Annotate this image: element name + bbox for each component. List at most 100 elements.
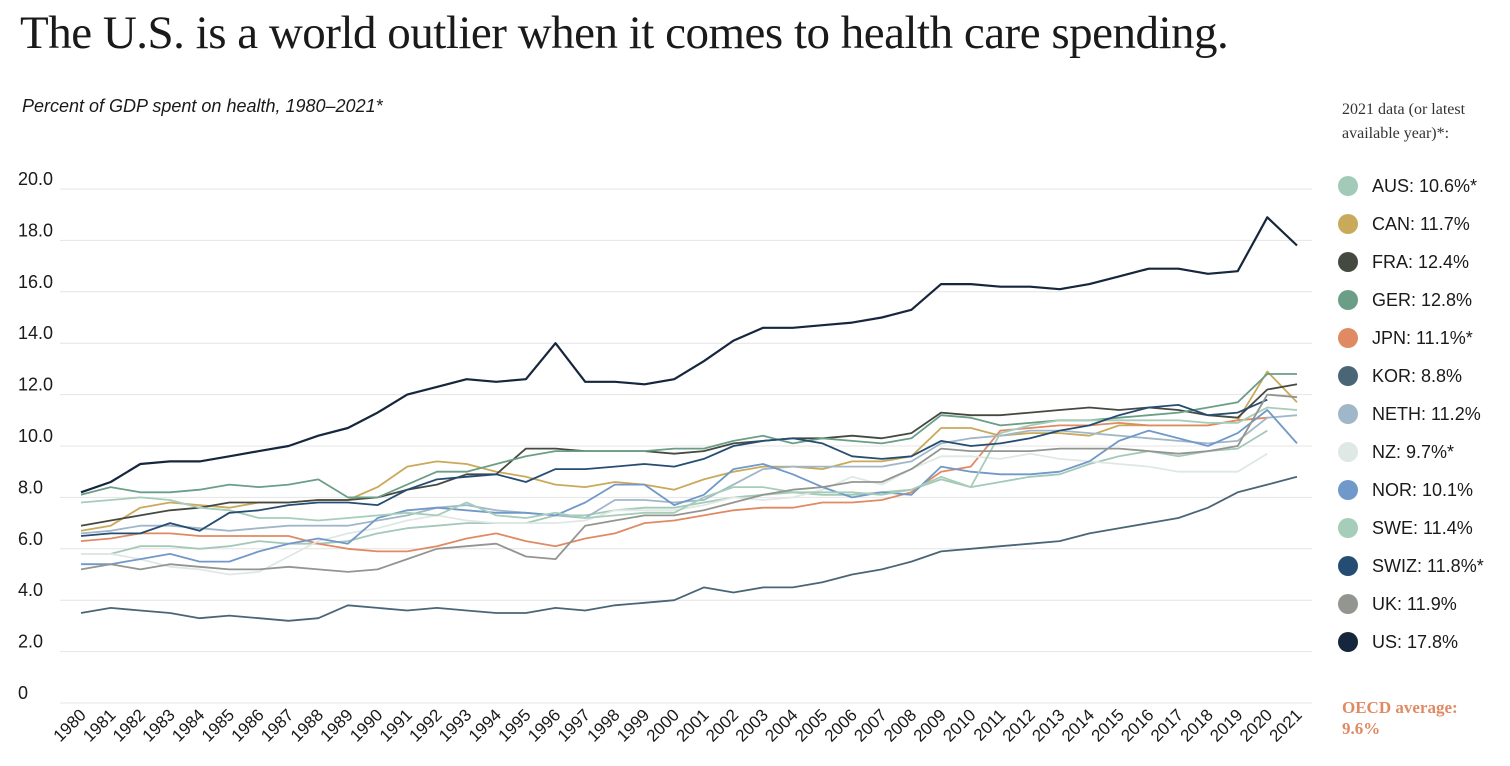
legend-item-can: CAN: 11.7% (1338, 205, 1484, 243)
legend-label: AUS: 10.6%* (1372, 175, 1478, 196)
legend-swatch (1338, 176, 1358, 196)
legend-item-fra: FRA: 12.4% (1338, 243, 1484, 281)
y-axis-tick-labels: 0 2.0 4.0 6.0 8.0 10.0 12.0 14.0 16.0 18.0 20.0 (18, 169, 53, 703)
legend-label: GER: 12.8% (1372, 289, 1473, 310)
legend-item-jpn: JPN: 11.1%* (1338, 319, 1484, 357)
legend-label: SWE: 11.4% (1372, 517, 1473, 538)
legend-swatch (1338, 442, 1358, 462)
legend-label: US: 17.8% (1372, 631, 1459, 652)
legend-swatch (1338, 252, 1358, 272)
legend-item-swiz: SWIZ: 11.8%* (1338, 547, 1484, 585)
y-tick-label: 16.0 (18, 272, 53, 292)
x-tick-label: 1996 (524, 705, 564, 745)
legend-swatch (1338, 214, 1358, 234)
y-tick-label: 12.0 (18, 375, 53, 395)
x-tick-label: 2012 (999, 705, 1039, 745)
legend-label: SWIZ: 11.8%* (1372, 555, 1484, 576)
x-tick-label: 2010 (939, 705, 979, 745)
x-tick-label: 2000 (643, 705, 683, 745)
y-tick-label: 8.0 (18, 477, 43, 497)
series-line-uk (80, 393, 1298, 573)
line-chart: 0 2.0 4.0 6.0 8.0 10.0 12.0 14.0 16.0 18.0 20.0 19… (18, 169, 1312, 746)
legend-swatch (1338, 290, 1358, 310)
legend-swatch (1338, 556, 1358, 576)
x-tick-label: 1997 (554, 705, 594, 745)
x-tick-label: 1994 (465, 705, 505, 745)
x-tick-label: 1980 (50, 705, 90, 745)
x-tick-label: 2009 (910, 705, 950, 745)
legend-swatch (1338, 518, 1358, 538)
x-tick-label: 1999 (613, 705, 653, 745)
x-tick-label: 2021 (1266, 705, 1306, 745)
legend-header: 2021 data (or latest available year)*: (1342, 101, 1466, 142)
series-line-us (80, 216, 1298, 494)
x-tick-label: 2011 (970, 705, 1009, 744)
series-line-jpn (80, 416, 1268, 553)
x-tick-label: 2003 (732, 705, 772, 745)
x-tick-label: 2006 (821, 705, 861, 745)
oecd-average-note: OECD average: 9.6% (1342, 697, 1502, 739)
series-line-swe (80, 406, 1298, 522)
legend-swatch (1338, 404, 1358, 424)
legend-swatch (1338, 632, 1358, 652)
x-tick-label: 2008 (880, 705, 920, 745)
oecd-average-value: 9.6% (1342, 719, 1381, 738)
y-tick-label: 20.0 (18, 169, 53, 189)
legend-label: UK: 11.9% (1372, 593, 1457, 614)
series-line-nor (81, 409, 1298, 566)
y-tick-label: 4.0 (18, 580, 43, 600)
x-tick-label: 1981 (79, 705, 119, 745)
x-tick-label: 2018 (1177, 705, 1217, 745)
chart-subtitle: Percent of GDP spent on health, 1980–202… (22, 96, 383, 116)
x-tick-label: 1990 (346, 705, 386, 745)
x-tick-label: 1992 (406, 705, 446, 745)
legend-label: NZ: 9.7%* (1372, 441, 1455, 462)
legend-item-ger: GER: 12.8% (1338, 281, 1484, 319)
y-tick-label: 10.0 (18, 426, 53, 446)
x-tick-label: 2016 (1117, 705, 1157, 745)
x-tick-label: 1989 (317, 705, 357, 745)
x-tick-label: 1986 (228, 705, 268, 745)
x-axis-tick-labels: 1980198119821983198419851986198719881989… (50, 705, 1306, 745)
legend-label: FRA: 12.4% (1372, 251, 1470, 272)
y-tick-label: 2.0 (18, 632, 43, 652)
y-tick-label: 0 (18, 683, 28, 703)
x-tick-label: 1982 (109, 705, 149, 745)
legend-item-aus: AUS: 10.6%* (1338, 167, 1484, 205)
series-line-nz (81, 452, 1268, 576)
x-tick-label: 2020 (1236, 705, 1276, 745)
x-tick-label: 1987 (257, 705, 297, 745)
x-tick-label: 1993 (435, 705, 475, 745)
y-tick-label: 6.0 (18, 529, 43, 549)
x-tick-label: 1988 (287, 705, 327, 745)
series-line-neth (80, 414, 1298, 535)
legend-label: KOR: 8.8% (1372, 365, 1463, 386)
x-tick-label: 2001 (672, 705, 712, 745)
x-tick-label: 1984 (168, 705, 208, 745)
oecd-average-label: OECD average: (1342, 698, 1458, 717)
x-tick-label: 2004 (761, 705, 801, 745)
legend-item-uk: UK: 11.9% (1338, 585, 1484, 623)
legend-label: NOR: 10.1% (1372, 479, 1474, 500)
legend-item-neth: NETH: 11.2% (1338, 395, 1484, 433)
x-tick-label: 2007 (850, 705, 890, 745)
legend-label: CAN: 11.7% (1372, 213, 1470, 234)
legend-label: JPN: 11.1%* (1372, 327, 1473, 348)
legend-swatch (1338, 328, 1358, 348)
legend-item-kor: KOR: 8.8% (1338, 357, 1484, 395)
x-tick-label: 1983 (139, 705, 179, 745)
x-tick-label: 1995 (495, 705, 535, 745)
x-tick-label: 2015 (1088, 705, 1128, 745)
legend-item-nz: NZ: 9.7%* (1338, 433, 1484, 471)
series-line-fra (80, 383, 1298, 527)
x-tick-label: 2005 (791, 705, 831, 745)
legend: AUS: 10.6%* CAN: 11.7% FRA: 12.4% GER: 12.8… (1338, 167, 1484, 661)
x-tick-label: 2013 (1028, 705, 1068, 745)
legend-item-us: US: 17.8% (1338, 623, 1484, 661)
legend-item-swe: SWE: 11.4% (1338, 509, 1484, 547)
series-line-kor (80, 475, 1298, 622)
series-line-aus (81, 429, 1268, 555)
series-lines (80, 216, 1298, 622)
x-tick-label: 1998 (583, 705, 623, 745)
legend-swatch (1338, 366, 1358, 386)
